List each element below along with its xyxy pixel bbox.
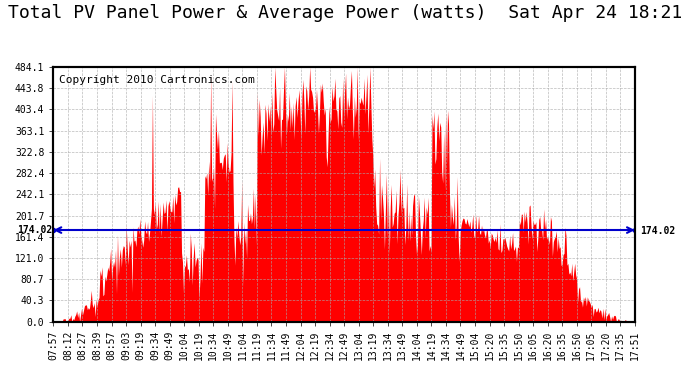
- Text: Total PV Panel Power & Average Power (watts)  Sat Apr 24 18:21: Total PV Panel Power & Average Power (wa…: [8, 4, 682, 22]
- Text: 174.02: 174.02: [17, 225, 53, 235]
- Text: Copyright 2010 Cartronics.com: Copyright 2010 Cartronics.com: [59, 75, 255, 85]
